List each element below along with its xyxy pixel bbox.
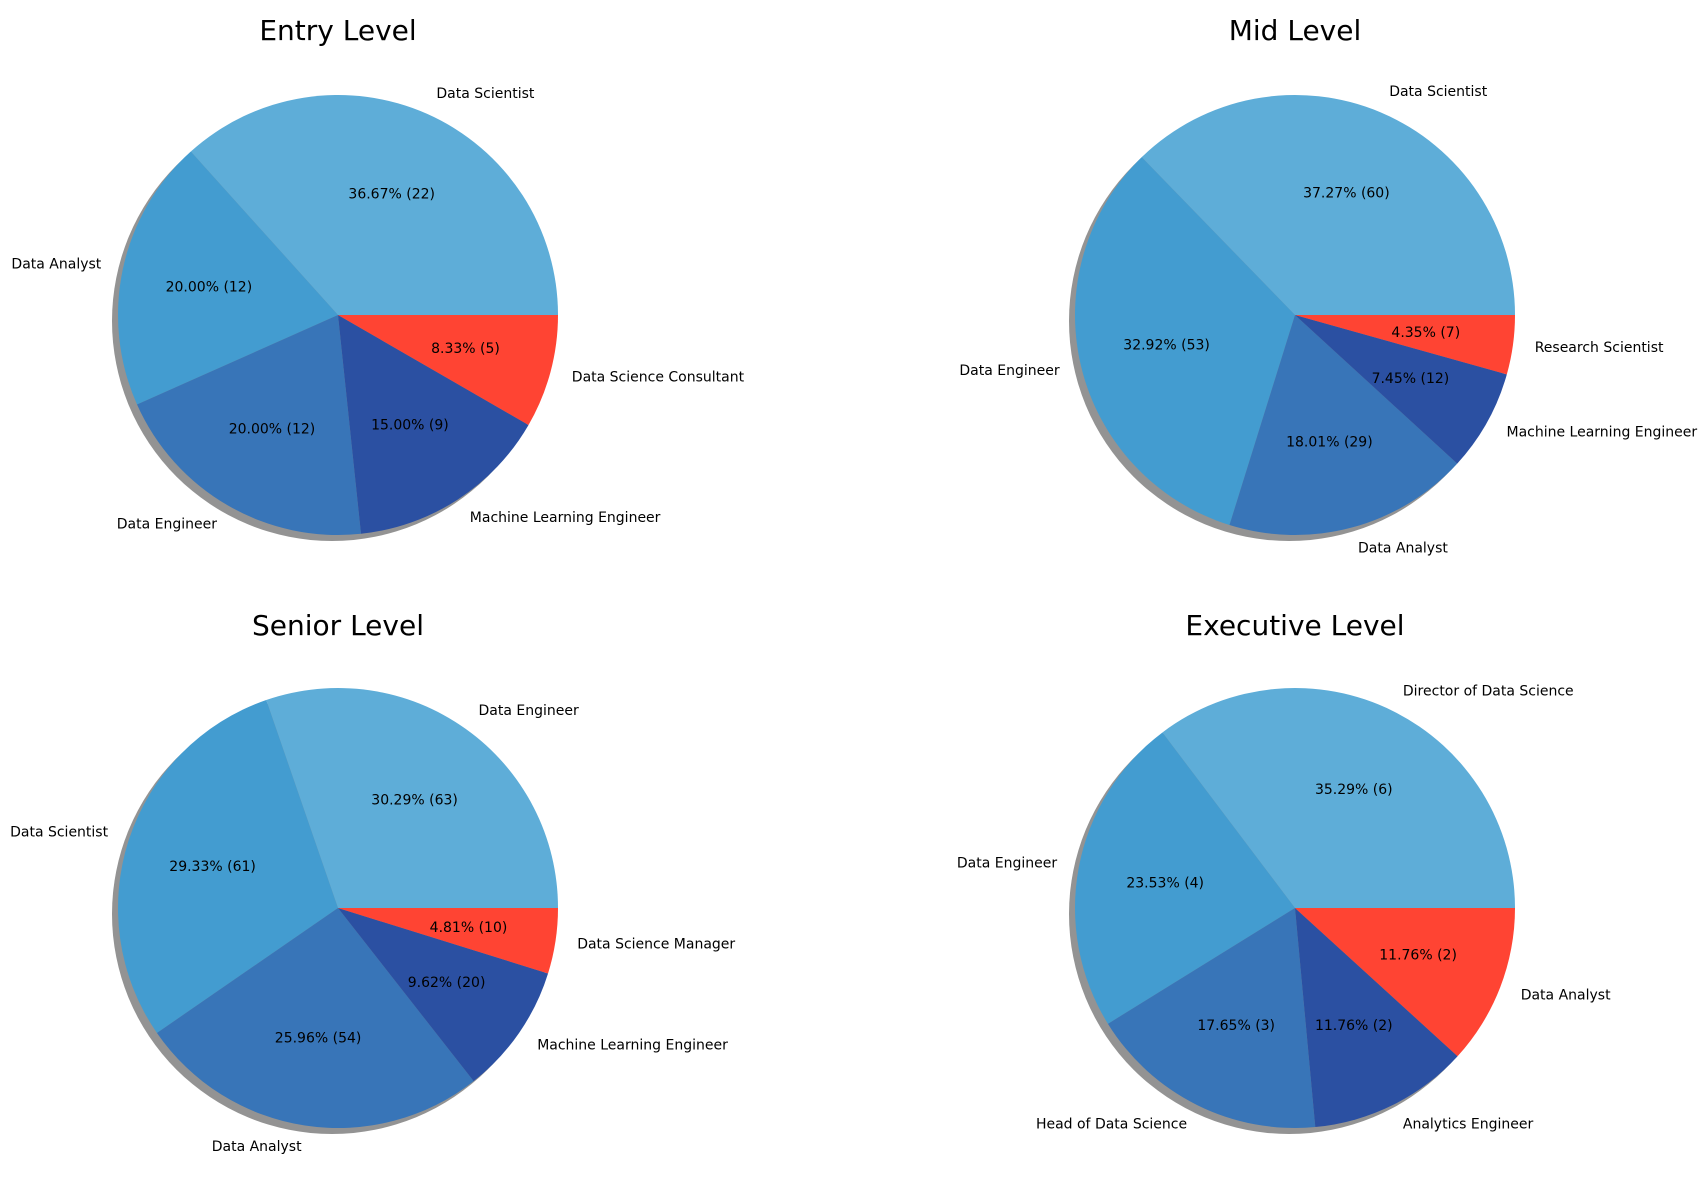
pie-slice bbox=[338, 315, 558, 425]
slice-category-label: Data Analyst bbox=[11, 257, 101, 273]
slice-category-label: Head of Data Science bbox=[1036, 1117, 1187, 1133]
pie-slice bbox=[1229, 315, 1458, 535]
slice-percent-label: 35.29% (6) bbox=[1315, 782, 1393, 798]
pie-slice bbox=[1295, 315, 1515, 375]
slice-percent-label: 20.00% (12) bbox=[229, 421, 316, 437]
slice-percent-label: 36.67% (22) bbox=[348, 186, 435, 202]
slice-percent-label: 29.33% (61) bbox=[169, 859, 256, 875]
pie-slice bbox=[1075, 157, 1295, 526]
slice-percent-label: 4.81% (10) bbox=[430, 920, 508, 936]
slice-percent-label: 20.00% (12) bbox=[166, 280, 253, 296]
slice-percent-label: 23.53% (4) bbox=[1126, 876, 1204, 892]
pie-chart-0: Entry Level 36.67% (22) Data Scientist 20.0… bbox=[11, 14, 745, 541]
pie-slice bbox=[338, 315, 529, 534]
slice-category-label: Research Scientist bbox=[1535, 340, 1664, 356]
slice-category-label: Machine Learning Engineer bbox=[1507, 425, 1698, 441]
slice-percent-label: 17.65% (3) bbox=[1197, 1018, 1275, 1034]
slice-percent-label: 8.33% (5) bbox=[431, 341, 500, 357]
slice-category-label: Data Analyst bbox=[1358, 541, 1448, 557]
pie-slice bbox=[1295, 908, 1458, 1128]
pie-slice bbox=[1074, 732, 1295, 1024]
pie-slice bbox=[118, 151, 338, 405]
slice-category-label: Data Scientist bbox=[436, 86, 535, 102]
slice-category-label: Data Science Manager bbox=[577, 936, 735, 952]
slice-percent-label: 25.96% (54) bbox=[275, 1031, 362, 1047]
pie-slice bbox=[1141, 95, 1515, 316]
chart-title: Entry Level bbox=[259, 14, 416, 47]
slice-category-label: Data Analyst bbox=[1521, 987, 1611, 1003]
pie-chart-3: Executive Level 35.29% (6) Director of Dat… bbox=[957, 609, 1611, 1134]
slice-category-label: Machine Learning Engineer bbox=[470, 510, 661, 526]
chart-title: Mid Level bbox=[1229, 14, 1362, 47]
pie-slice bbox=[338, 908, 558, 974]
chart-title: Executive Level bbox=[1185, 609, 1404, 642]
slice-category-label: Data Engineer bbox=[117, 517, 217, 533]
pie-slice bbox=[1107, 908, 1316, 1128]
slice-category-label: Data Engineer bbox=[959, 363, 1059, 379]
pie-slice bbox=[1295, 315, 1507, 464]
slice-percent-label: 4.35% (7) bbox=[1391, 325, 1460, 341]
pie-slice bbox=[190, 95, 559, 315]
slice-category-label: Data Engineer bbox=[479, 703, 579, 719]
slice-category-label: Data Science Consultant bbox=[572, 370, 745, 386]
pie-slice bbox=[1162, 688, 1515, 908]
pie-slice bbox=[137, 315, 361, 535]
slice-category-label: Data Analyst bbox=[212, 1139, 302, 1155]
pie-slice bbox=[338, 908, 549, 1082]
pie-slice bbox=[117, 700, 338, 1033]
slice-category-label: Machine Learning Engineer bbox=[537, 1038, 728, 1054]
slice-category-label: Analytics Engineer bbox=[1403, 1117, 1534, 1133]
chart-title: Senior Level bbox=[252, 609, 424, 642]
slice-percent-label: 11.76% (2) bbox=[1379, 948, 1457, 964]
slice-percent-label: 7.45% (12) bbox=[1372, 371, 1450, 387]
slice-percent-label: 37.27% (60) bbox=[1303, 185, 1390, 201]
slice-percent-label: 9.62% (20) bbox=[408, 975, 486, 991]
slice-percent-label: 15.00% (9) bbox=[371, 418, 449, 434]
slice-category-label: Data Engineer bbox=[957, 856, 1057, 872]
pie-chart-1: Mid Level 37.27% (60) Data Scientist 32.92%… bbox=[959, 14, 1697, 557]
pie-slice bbox=[156, 908, 474, 1129]
slice-percent-label: 32.92% (53) bbox=[1123, 338, 1210, 354]
slice-percent-label: 11.76% (2) bbox=[1315, 1018, 1393, 1034]
pie-slice bbox=[266, 687, 558, 908]
pie-slice bbox=[1295, 908, 1515, 1057]
slice-category-label: Director of Data Science bbox=[1403, 683, 1574, 699]
slice-percent-label: 30.29% (63) bbox=[371, 793, 458, 809]
slice-category-label: Data Scientist bbox=[10, 825, 109, 841]
slice-category-label: Data Scientist bbox=[1389, 84, 1488, 100]
slice-percent-label: 18.01% (29) bbox=[1286, 434, 1373, 450]
pie-chart-2: Senior Level 30.29% (63) Data Engineer 29.3… bbox=[10, 609, 735, 1155]
